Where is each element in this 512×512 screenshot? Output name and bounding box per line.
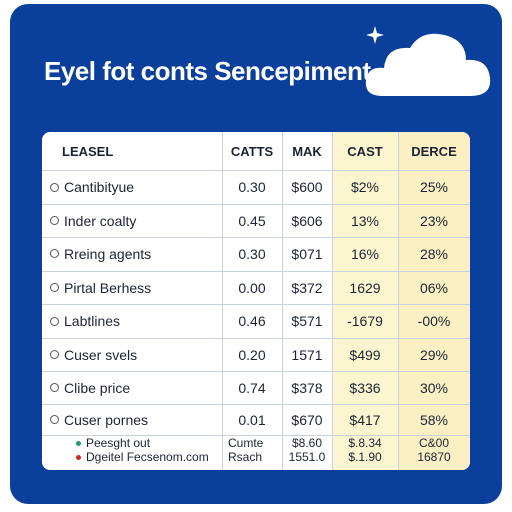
row-label: Labtlines xyxy=(64,313,121,329)
row-radio[interactable] xyxy=(50,216,59,225)
page-title: Eyel fot conts Sencepiment xyxy=(44,56,371,86)
cloud-icon xyxy=(365,33,491,96)
cell-derce: 58% xyxy=(419,411,449,428)
column-header-catts[interactable]: CATTS xyxy=(230,143,274,159)
main-panel: Eyel fot conts Sencepiment LEASEL CATTS … xyxy=(10,4,502,504)
footer-mak: 1551.0 xyxy=(288,450,326,464)
cell-mak: $571 xyxy=(291,313,323,329)
column-header-leasel[interactable]: LEASEL xyxy=(62,143,114,159)
cell-mak: $606 xyxy=(291,212,323,229)
row-radio[interactable] xyxy=(50,415,59,424)
row-label: Inder coalty xyxy=(64,212,137,229)
row-radio[interactable] xyxy=(50,183,59,192)
grid-line xyxy=(42,338,470,339)
row-label: Cantibityue xyxy=(64,179,135,195)
cell-cast: -1679 xyxy=(347,313,383,329)
legend-dot-green xyxy=(76,441,81,446)
row-label: Cuser svels xyxy=(64,346,138,363)
cell-mak: $600 xyxy=(291,179,323,195)
cell-derce: 06% xyxy=(419,279,449,296)
cell-catts: 0.46 xyxy=(238,313,266,329)
row-label: Pirtal Berhess xyxy=(64,279,152,296)
highlight-column-cast xyxy=(332,132,398,470)
cell-catts: 0.20 xyxy=(238,346,266,363)
cell-cast: $2% xyxy=(350,179,380,195)
cell-mak: 1571 xyxy=(291,346,323,363)
grid-line xyxy=(42,404,470,405)
grid-line xyxy=(222,132,223,470)
row-label: Clibe price xyxy=(64,379,131,396)
grid-line xyxy=(42,170,470,171)
cell-derce: 30% xyxy=(419,379,449,396)
cell-mak: $378 xyxy=(291,379,323,396)
sparkle-icon xyxy=(366,26,384,44)
footer-catts: Cumte xyxy=(228,436,264,450)
cell-derce: 23% xyxy=(419,212,449,229)
row-label: Rreing agents xyxy=(64,246,152,262)
row-label: Cuser pornes xyxy=(64,411,149,428)
grid-line xyxy=(282,132,283,470)
grid-line xyxy=(42,435,470,436)
cell-catts: 0.01 xyxy=(238,411,266,428)
column-header-derce[interactable]: DERCE xyxy=(411,143,457,159)
footer-derce: C&00 xyxy=(418,436,450,450)
row-radio[interactable] xyxy=(50,350,59,359)
grid-line xyxy=(42,237,470,238)
grid-line xyxy=(42,304,470,305)
cell-catts: 0.74 xyxy=(238,379,266,396)
cell-derce: 29% xyxy=(419,346,449,363)
cell-derce: 28% xyxy=(419,246,449,262)
cell-derce: -00% xyxy=(417,313,451,329)
cell-cast: 13% xyxy=(350,212,380,229)
row-radio[interactable] xyxy=(50,249,59,258)
cell-derce: 25% xyxy=(419,179,449,195)
highlight-column-derce xyxy=(398,132,470,470)
data-table: LEASEL CATTS MAK CAST DERCE Cantibityue … xyxy=(42,132,470,470)
grid-line xyxy=(42,371,470,372)
column-header-mak[interactable]: MAK xyxy=(292,143,322,159)
column-header-cast[interactable]: CAST xyxy=(347,143,383,159)
cell-cast: $417 xyxy=(349,411,381,428)
cell-mak: $372 xyxy=(291,279,323,296)
cell-catts: 0.30 xyxy=(238,246,266,262)
row-radio[interactable] xyxy=(50,283,59,292)
grid-line xyxy=(42,271,470,272)
grid-line xyxy=(42,204,470,205)
cell-catts: 0.30 xyxy=(238,179,266,195)
row-radio[interactable] xyxy=(50,317,59,326)
footer-catts: Rsach xyxy=(228,450,263,464)
cell-catts: 0.00 xyxy=(238,279,266,296)
cell-cast: 1629 xyxy=(349,279,381,296)
footer-cast: $.8.34 xyxy=(348,436,382,450)
grid-line xyxy=(332,132,333,470)
cell-mak: $071 xyxy=(291,246,323,262)
cell-cast: 16% xyxy=(350,246,380,262)
legend-dot-red xyxy=(76,455,81,460)
legend-item: Dgeitel Fecsenom.com xyxy=(86,450,209,464)
grid-line xyxy=(398,132,399,470)
footer-cast: $.1.90 xyxy=(348,450,382,464)
footer-derce: 16870 xyxy=(417,450,451,464)
cell-cast: $499 xyxy=(349,346,381,363)
footer-mak: $8.60 xyxy=(291,436,323,450)
cell-mak: $670 xyxy=(291,411,323,428)
cell-catts: 0.45 xyxy=(238,212,266,229)
row-radio[interactable] xyxy=(50,383,59,392)
legend-item: Peesght out xyxy=(86,436,151,450)
cell-cast: $336 xyxy=(349,379,381,396)
